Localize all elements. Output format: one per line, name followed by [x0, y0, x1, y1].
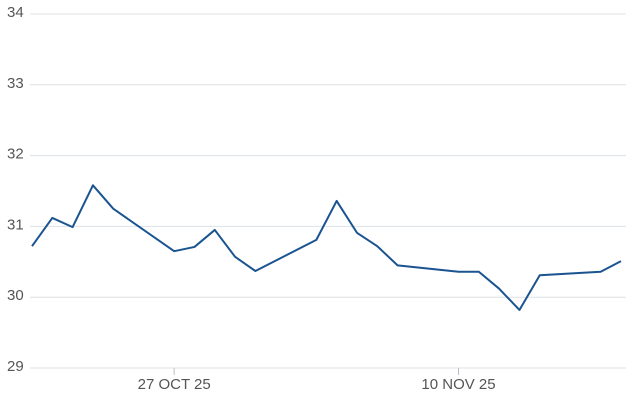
- y-tick-label: 31: [7, 216, 24, 233]
- y-tick-label: 29: [7, 358, 24, 375]
- x-tick-label: 10 NOV 25: [421, 376, 495, 393]
- y-tick-label: 34: [7, 4, 24, 21]
- y-tick-label: 30: [7, 287, 24, 304]
- line-series: [31, 184, 622, 311]
- y-tick-label: 32: [7, 146, 24, 163]
- y-tick-label: 33: [7, 75, 24, 92]
- x-tick-label: 27 OCT 25: [138, 376, 211, 393]
